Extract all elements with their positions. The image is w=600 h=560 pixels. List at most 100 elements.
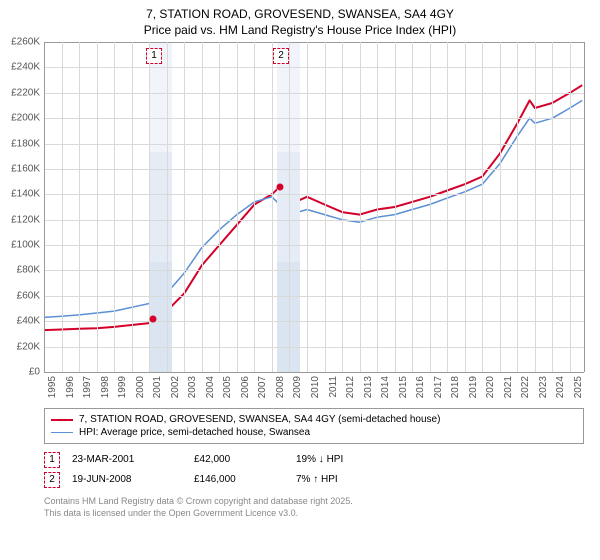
x-axis-tick-label: 2025 <box>573 376 584 406</box>
sale-row: 1 23-MAR-2001 £42,000 19% ↓ HPI <box>44 452 396 468</box>
plot-svg <box>44 42 584 372</box>
gridline-vertical <box>272 42 273 372</box>
gridline-horizontal <box>44 93 584 94</box>
gridline-horizontal <box>44 372 584 373</box>
sale-row-marker: 2 <box>44 472 60 488</box>
gridline-horizontal <box>44 118 584 119</box>
y-axis-tick-label: £0 <box>4 367 40 378</box>
y-axis-tick-label: £120K <box>4 214 40 225</box>
gridline-vertical <box>342 42 343 372</box>
gridline-horizontal <box>44 321 584 322</box>
y-axis-tick-label: £140K <box>4 189 40 200</box>
legend-swatch <box>51 419 73 421</box>
x-axis-tick-label: 2019 <box>468 376 479 406</box>
gridline-horizontal <box>44 347 584 348</box>
gridline-horizontal <box>44 296 584 297</box>
x-axis-tick-label: 1998 <box>100 376 111 406</box>
sale-date: 23-MAR-2001 <box>72 453 182 467</box>
x-axis-tick-label: 1999 <box>117 376 128 406</box>
gridline-vertical <box>412 42 413 372</box>
gridline-horizontal <box>44 42 584 43</box>
x-axis-tick-label: 2020 <box>485 376 496 406</box>
gridline-horizontal <box>44 144 584 145</box>
y-axis-tick-label: £240K <box>4 62 40 73</box>
sale-price: £42,000 <box>194 453 284 467</box>
gridline-horizontal <box>44 194 584 195</box>
sale-marker-dot <box>276 183 283 190</box>
gridline-vertical <box>570 42 571 372</box>
legend: 7, STATION ROAD, GROVESEND, SWANSEA, SA4… <box>44 408 584 444</box>
series-hpi <box>44 100 582 317</box>
y-axis-tick-label: £220K <box>4 87 40 98</box>
gridline-vertical <box>325 42 326 372</box>
gridline-horizontal <box>44 169 584 170</box>
sale-marker-label: 2 <box>273 48 289 64</box>
attribution-line-2: This data is licensed under the Open Gov… <box>44 508 353 520</box>
gridline-vertical <box>482 42 483 372</box>
x-axis-tick-label: 2015 <box>398 376 409 406</box>
x-axis-tick-label: 2009 <box>292 376 303 406</box>
sales-table: 1 23-MAR-2001 £42,000 19% ↓ HPI 2 19-JUN-2008… <box>44 452 396 492</box>
x-axis-tick-label: 2000 <box>135 376 146 406</box>
gridline-vertical <box>114 42 115 372</box>
y-axis-tick-label: £40K <box>4 316 40 327</box>
x-axis-tick-label: 2022 <box>520 376 531 406</box>
x-axis-tick-label: 2021 <box>503 376 514 406</box>
gridline-vertical <box>552 42 553 372</box>
gridline-vertical <box>62 42 63 372</box>
x-axis-tick-label: 2008 <box>275 376 286 406</box>
gridline-vertical <box>149 42 150 372</box>
legend-swatch <box>51 432 73 433</box>
sale-marker-dot <box>150 315 157 322</box>
chart-container: 7, STATION ROAD, GROVESEND, SWANSEA, SA4… <box>0 0 600 560</box>
legend-item: 7, STATION ROAD, GROVESEND, SWANSEA, SA4… <box>51 413 577 426</box>
legend-label: 7, STATION ROAD, GROVESEND, SWANSEA, SA4… <box>79 414 440 425</box>
plot-area: 12 <box>44 42 584 372</box>
x-axis-tick-label: 2005 <box>222 376 233 406</box>
gridline-vertical <box>254 42 255 372</box>
gridline-vertical <box>465 42 466 372</box>
gridline-vertical <box>79 42 80 372</box>
gridline-vertical <box>430 42 431 372</box>
y-axis <box>44 42 45 372</box>
x-axis-tick-label: 2011 <box>328 376 339 406</box>
gridline-vertical <box>289 42 290 372</box>
gridline-vertical <box>307 42 308 372</box>
gridline-vertical <box>517 42 518 372</box>
x-axis-tick-label: 2001 <box>152 376 163 406</box>
x-axis-tick-label: 2013 <box>363 376 374 406</box>
attribution-line-1: Contains HM Land Registry data © Crown c… <box>44 496 353 508</box>
sale-price: £146,000 <box>194 473 284 487</box>
legend-item: HPI: Average price, semi-detached house,… <box>51 426 577 439</box>
sale-date: 19-JUN-2008 <box>72 473 182 487</box>
y-axis-right <box>584 42 585 372</box>
sale-row-marker: 1 <box>44 452 60 468</box>
gridline-vertical <box>219 42 220 372</box>
gridline-vertical <box>97 42 98 372</box>
sale-hpi-diff: 7% ↑ HPI <box>296 473 396 487</box>
gridline-vertical <box>184 42 185 372</box>
x-axis-tick-label: 2017 <box>433 376 444 406</box>
gridline-horizontal <box>44 220 584 221</box>
x-axis-tick-label: 2007 <box>257 376 268 406</box>
gridline-vertical <box>447 42 448 372</box>
x-axis-tick-label: 2023 <box>538 376 549 406</box>
x-axis-tick-label: 2018 <box>450 376 461 406</box>
chart-title: 7, STATION ROAD, GROVESEND, SWANSEA, SA4… <box>0 0 600 38</box>
y-axis-tick-label: £180K <box>4 138 40 149</box>
gridline-vertical <box>132 42 133 372</box>
sale-hpi-diff: 19% ↓ HPI <box>296 453 396 467</box>
gridline-horizontal <box>44 67 584 68</box>
legend-label: HPI: Average price, semi-detached house,… <box>79 427 310 438</box>
y-axis-tick-label: £160K <box>4 163 40 174</box>
gridline-vertical <box>377 42 378 372</box>
x-axis-tick-label: 2012 <box>345 376 356 406</box>
title-line-1: 7, STATION ROAD, GROVESEND, SWANSEA, SA4… <box>0 6 600 22</box>
gridline-vertical <box>360 42 361 372</box>
gridline-vertical <box>535 42 536 372</box>
x-axis-tick-label: 2016 <box>415 376 426 406</box>
x-axis-tick-label: 1996 <box>65 376 76 406</box>
attribution: Contains HM Land Registry data © Crown c… <box>44 496 353 519</box>
sale-row: 2 19-JUN-2008 £146,000 7% ↑ HPI <box>44 472 396 488</box>
sale-marker-label: 1 <box>146 48 162 64</box>
